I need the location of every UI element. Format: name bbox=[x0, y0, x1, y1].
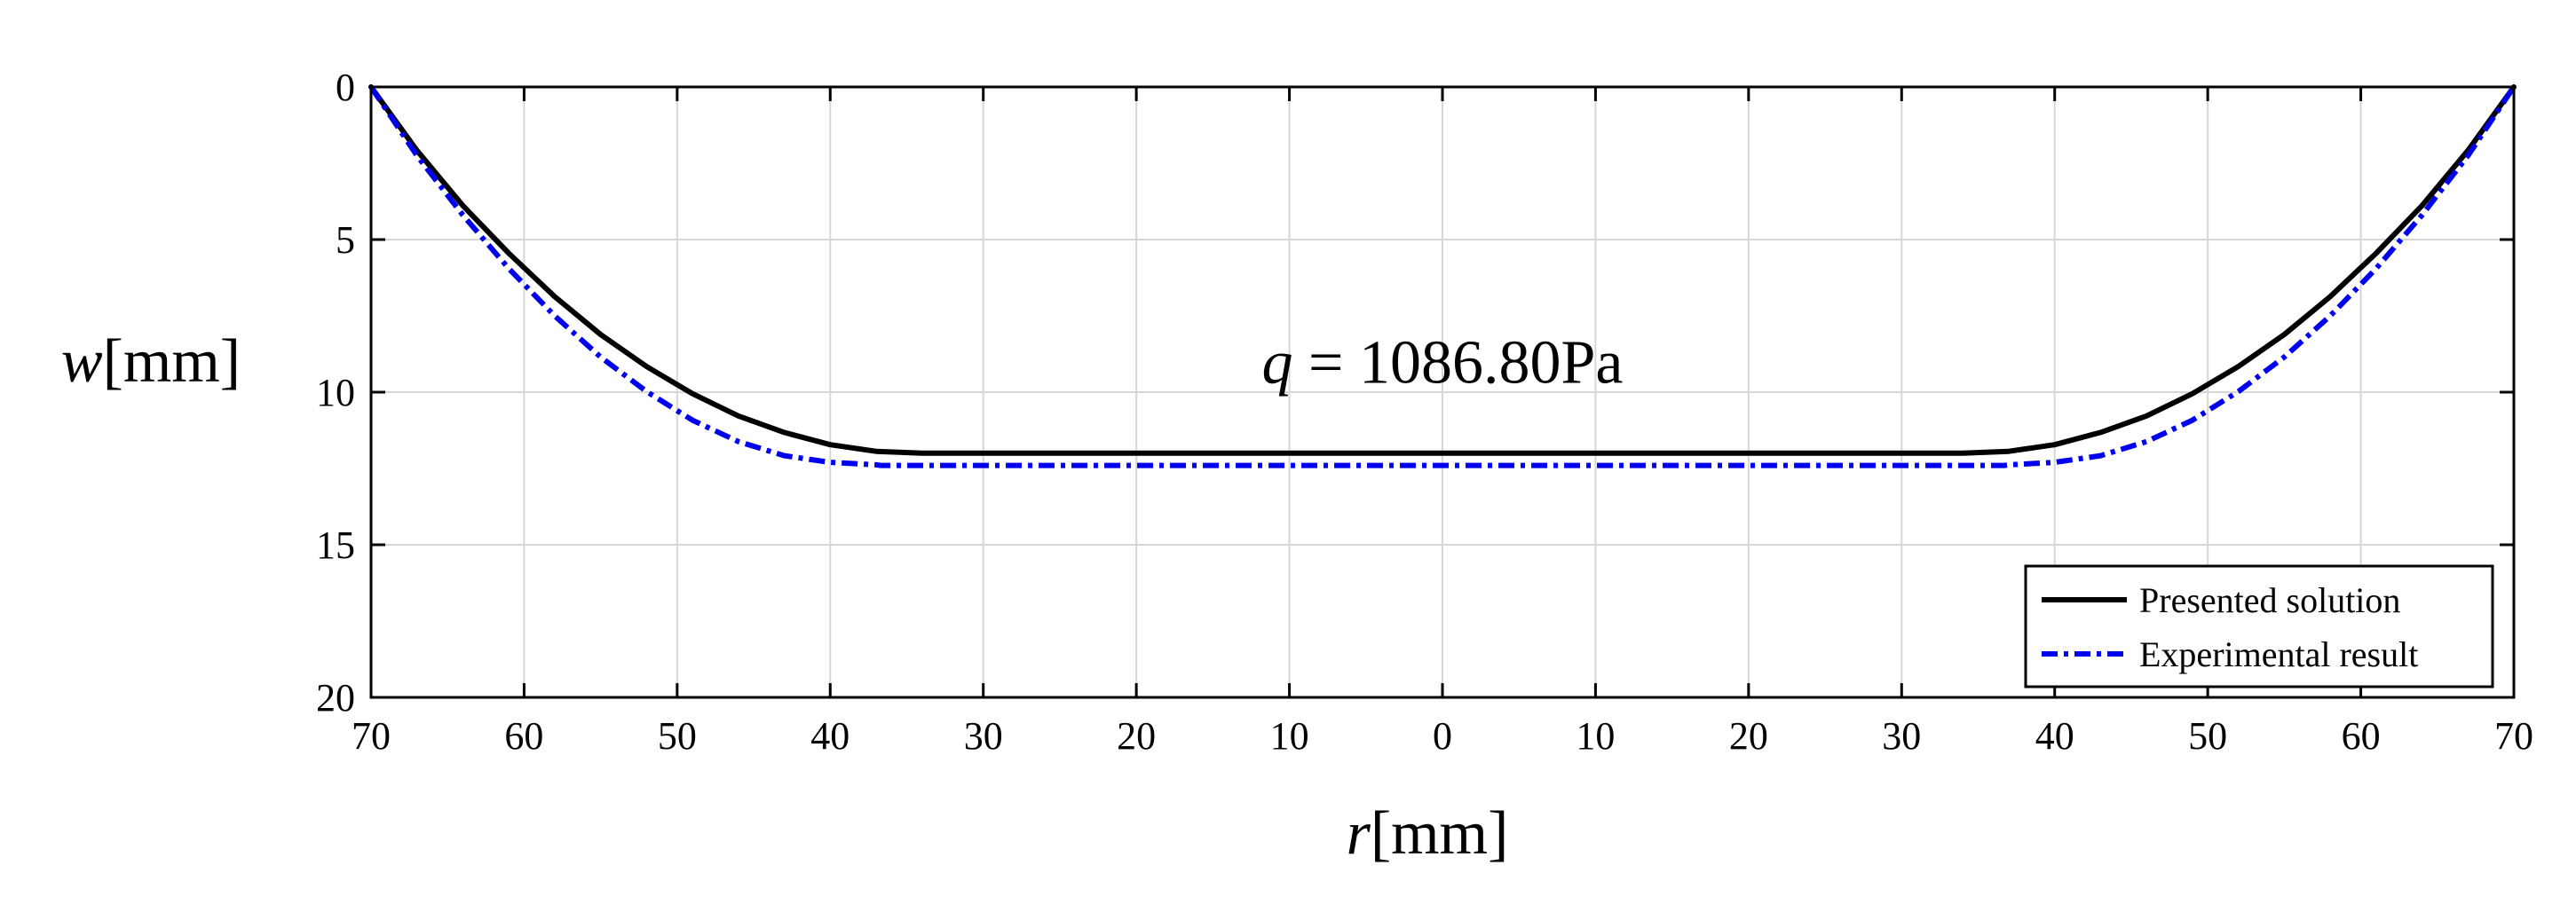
x-tick-label: 20 bbox=[1117, 714, 1156, 758]
load-annotation-value: = 1086.80Pa bbox=[1293, 329, 1624, 397]
x-tick-label: 10 bbox=[1270, 714, 1309, 758]
x-tick-label: 30 bbox=[964, 714, 1003, 758]
x-axis-label-unit: [mm] bbox=[1371, 799, 1509, 868]
load-annotation-symbol: q bbox=[1262, 329, 1293, 397]
y-tick-label: 20 bbox=[316, 676, 355, 720]
x-tick-label: 40 bbox=[2035, 714, 2074, 758]
legend: Presented solution Experimental result bbox=[2024, 564, 2494, 688]
y-axis-label: w[mm] bbox=[61, 327, 241, 396]
x-tick-label: 60 bbox=[2342, 714, 2381, 758]
y-tick-label: 10 bbox=[316, 371, 355, 414]
legend-label-experimental-result: Experimental result bbox=[2139, 634, 2418, 674]
x-tick-label: 50 bbox=[658, 714, 697, 758]
y-axis: 0 5 10 15 20 bbox=[316, 66, 2514, 720]
y-tick-label: 0 bbox=[336, 66, 355, 109]
x-tick-label: 70 bbox=[2494, 714, 2533, 758]
x-tick-label: 30 bbox=[1882, 714, 1921, 758]
y-tick-label: 5 bbox=[336, 218, 355, 262]
x-tick-label: 20 bbox=[1729, 714, 1768, 758]
legend-box bbox=[2024, 564, 2494, 688]
x-tick-label: 40 bbox=[810, 714, 849, 758]
y-axis-label-symbol: w bbox=[61, 327, 103, 396]
series-line-presented-solution bbox=[368, 84, 2517, 456]
series-layer bbox=[368, 84, 2517, 468]
series-line-experimental-result bbox=[368, 85, 2517, 468]
x-axis-label-symbol: r bbox=[1347, 799, 1371, 868]
load-annotation: q = 1086.80Pa bbox=[1262, 329, 1624, 397]
y-axis-label-unit: [mm] bbox=[103, 327, 241, 396]
x-tick-label: 60 bbox=[504, 714, 543, 758]
x-axis: 70 60 50 40 30 20 10 0 10 20 30 40 50 60 70 bbox=[352, 87, 2533, 758]
y-tick-label: 15 bbox=[316, 523, 355, 567]
x-tick-label: 70 bbox=[352, 714, 391, 758]
x-tick-label: 50 bbox=[2188, 714, 2227, 758]
legend-label-presented-solution: Presented solution bbox=[2139, 580, 2400, 620]
x-axis-label: r[mm] bbox=[1347, 799, 1509, 868]
x-tick-label: 0 bbox=[1433, 714, 1452, 758]
x-tick-label: 10 bbox=[1576, 714, 1615, 758]
